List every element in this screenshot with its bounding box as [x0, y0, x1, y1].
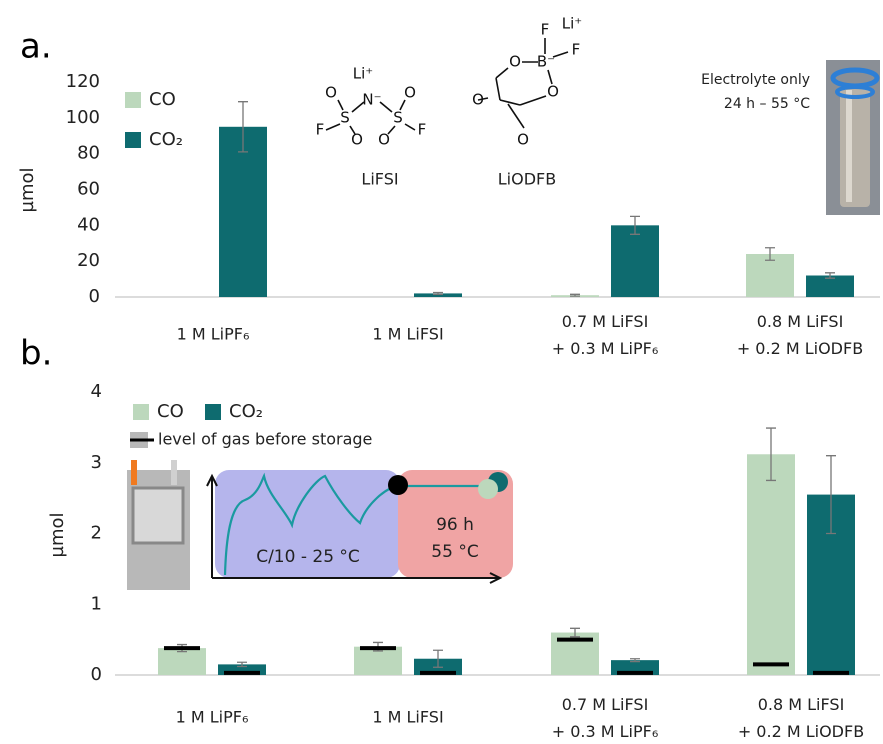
atom: S — [393, 109, 403, 127]
x-tick-label: 1 M LiFSI — [372, 708, 443, 727]
error-bar — [433, 291, 443, 295]
legend-label: CO₂ — [149, 129, 183, 150]
structure-name: LiFSI — [361, 170, 398, 189]
bar — [746, 254, 794, 297]
y-axis-label: µmol — [47, 513, 68, 558]
panel-label: b. — [20, 334, 52, 374]
x-tick-label: 0.7 M LiFSI + 0.3 M LiPF₆ — [552, 695, 659, 741]
error-bar — [433, 649, 443, 668]
y-tick-label: 40 — [77, 214, 100, 235]
legend-swatch — [125, 132, 141, 148]
atom: Li⁺ — [353, 65, 373, 83]
bar — [414, 293, 462, 297]
atom: F — [316, 121, 325, 139]
x-tick-label: 0.8 M LiFSI + 0.2 M LiODFB — [738, 695, 864, 741]
y-tick-label: 80 — [77, 143, 100, 164]
y-axis-label: µmol — [17, 168, 38, 213]
bar — [806, 275, 854, 297]
y-tick-label: 60 — [77, 179, 100, 200]
legend-label: level of gas before storage — [158, 430, 372, 449]
structure-name: LiODFB — [498, 170, 556, 189]
legend-swatch — [205, 404, 221, 420]
atom: S — [340, 109, 350, 127]
photo — [826, 60, 880, 215]
legend-swatch — [125, 92, 141, 108]
atom: O — [509, 53, 521, 71]
legend-label: CO — [157, 401, 184, 422]
y-tick-label: 1 — [91, 593, 102, 614]
x-tick-label: 1 M LiPF₆ — [176, 708, 249, 727]
atom: N⁻ — [362, 91, 381, 109]
legend-swatch — [133, 404, 149, 420]
atom: F — [572, 41, 581, 59]
panel-label: a. — [20, 27, 52, 67]
annotation: 96 h — [436, 515, 474, 535]
atom: B⁻ — [537, 53, 555, 71]
error-bar — [630, 658, 640, 663]
error-bar — [766, 427, 776, 482]
y-tick-label: 120 — [66, 71, 100, 92]
legend-label: CO₂ — [229, 401, 263, 422]
atom: O — [378, 131, 390, 149]
y-tick-label: 0 — [89, 286, 100, 307]
y-tick-label: 20 — [77, 250, 100, 271]
error-bar — [570, 627, 580, 638]
bar — [747, 454, 795, 675]
y-tick-label: 0 — [91, 664, 102, 685]
error-bar — [826, 455, 836, 535]
atom: O — [404, 84, 416, 102]
legend-label: CO — [149, 89, 176, 110]
atom: F — [418, 121, 427, 139]
atom: O — [547, 83, 559, 101]
bar — [158, 648, 206, 675]
y-tick-label: 100 — [66, 107, 100, 128]
y-tick-label: 2 — [91, 523, 102, 544]
x-tick-label: 1 M LiFSI — [372, 325, 443, 344]
y-tick-label: 4 — [91, 381, 102, 402]
protocol-inset — [206, 470, 513, 584]
atom: O — [517, 131, 529, 149]
atom: Li⁺ — [562, 15, 582, 33]
x-tick-label: 1 M LiPF₆ — [177, 325, 250, 344]
annotation: Electrolyte only — [701, 72, 810, 88]
atom: O — [472, 91, 484, 109]
bar — [219, 126, 267, 298]
error-bar — [765, 247, 775, 261]
bar — [218, 664, 266, 675]
y-tick-label: 3 — [91, 452, 102, 473]
annotation: 24 h – 55 °C — [724, 96, 810, 112]
error-bar — [238, 101, 248, 153]
error-bar — [630, 215, 640, 235]
annotation: 55 °C — [431, 542, 478, 562]
error-bar — [237, 661, 247, 668]
error-bar — [570, 293, 580, 297]
x-tick-label: 0.7 M LiFSI + 0.3 M LiPF₆ — [552, 312, 659, 358]
error-bar — [825, 272, 835, 279]
structure-bonds — [325, 38, 569, 135]
cell-sketch — [127, 460, 190, 590]
x-tick-label: 0.8 M LiFSI + 0.2 M LiODFB — [737, 312, 863, 358]
atom: F — [541, 21, 550, 39]
atom: O — [351, 131, 363, 149]
bar — [611, 225, 659, 297]
annotation: C/10 - 25 °C — [256, 547, 360, 567]
atom: O — [325, 84, 337, 102]
